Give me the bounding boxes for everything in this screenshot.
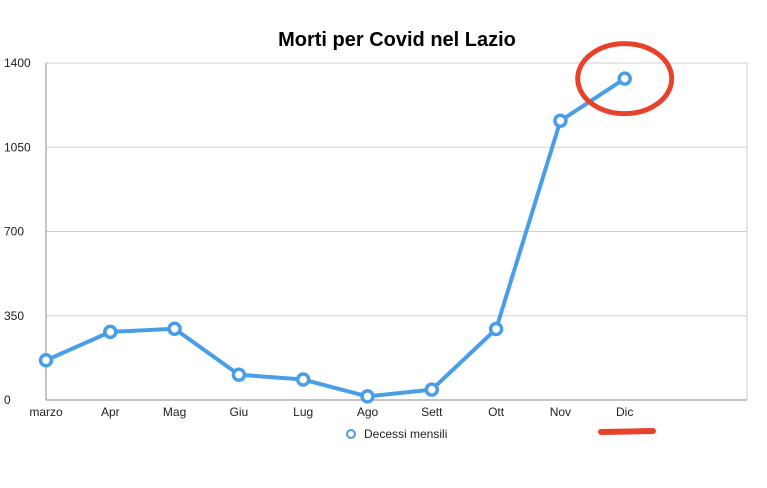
data-point <box>617 71 632 86</box>
y-tick-label: 700 <box>4 225 24 239</box>
y-tick-label: 0 <box>4 393 11 407</box>
data-point <box>295 372 311 387</box>
series-layer <box>38 71 632 404</box>
x-tick-label: Ago <box>357 405 379 419</box>
x-axis-ticks: marzo Apr Mag Giu Lug Ago Sett Ott Nov Dic <box>29 405 633 419</box>
x-tick-label: marzo <box>29 405 63 419</box>
data-point <box>553 113 568 129</box>
data-point <box>167 321 182 336</box>
x-tick-label: Nov <box>550 405 571 419</box>
legend-label: Decessi mensili <box>364 427 447 441</box>
x-tick-label: Lug <box>293 405 313 419</box>
x-tick-label: Sett <box>421 405 443 419</box>
data-point <box>360 389 375 404</box>
chart-title: Morti per Covid nel Lazio <box>278 29 516 51</box>
series-line <box>44 76 627 399</box>
x-tick-label: Giu <box>230 405 249 419</box>
data-point <box>424 382 440 397</box>
red-mark <box>598 428 656 435</box>
y-tick-label: 1400 <box>4 56 31 70</box>
y-axis-ticks: 0 350 700 1050 1400 <box>4 56 31 407</box>
highlight-circle <box>575 41 675 117</box>
data-point <box>38 353 54 368</box>
x-tick-label: Mag <box>163 405 186 419</box>
data-point <box>231 367 247 382</box>
data-point <box>488 321 504 337</box>
annotations <box>575 41 675 435</box>
x-tick-label: Apr <box>101 405 120 419</box>
x-tick-label: Dic <box>616 405 633 419</box>
data-point <box>103 324 118 340</box>
y-tick-label: 1050 <box>4 140 31 154</box>
legend-marker <box>346 429 356 439</box>
grid <box>45 62 748 401</box>
x-tick-label: Ott <box>488 405 505 419</box>
legend: Decessi mensili <box>346 427 447 441</box>
y-tick-label: 350 <box>4 309 24 323</box>
